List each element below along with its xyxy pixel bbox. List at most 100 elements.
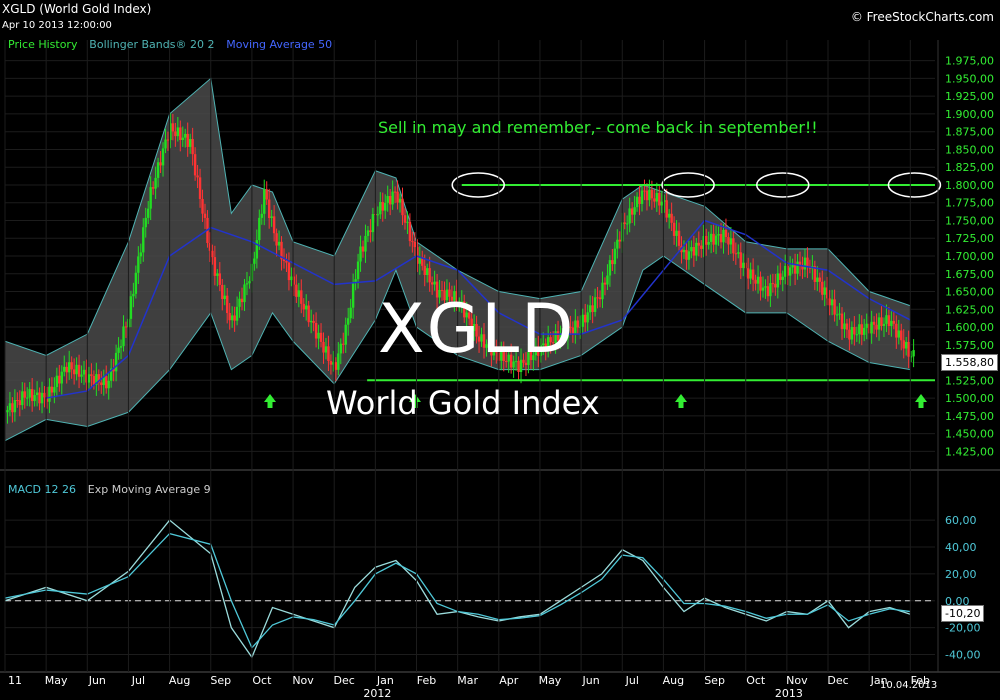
candle-body[interactable] [398, 198, 402, 203]
candle-body[interactable] [887, 315, 891, 327]
candle-body[interactable] [825, 287, 829, 299]
candle-body[interactable] [712, 233, 715, 245]
candle-body[interactable] [660, 201, 663, 206]
candle-body[interactable] [428, 268, 431, 283]
candle-body[interactable] [401, 198, 404, 216]
candle-body[interactable] [102, 376, 105, 386]
candle-body[interactable] [100, 382, 103, 386]
candle-body[interactable] [719, 234, 723, 243]
candle-body[interactable] [551, 342, 555, 344]
candle-body[interactable] [840, 313, 844, 330]
candle-body[interactable] [529, 351, 533, 361]
candle-body[interactable] [416, 247, 419, 264]
candle-body[interactable] [534, 346, 538, 356]
candle-body[interactable] [776, 273, 780, 288]
candle-body[interactable] [95, 374, 98, 385]
candle-body[interactable] [492, 347, 496, 356]
candle-body[interactable] [193, 154, 197, 176]
candle-body[interactable] [759, 276, 762, 291]
candle-body[interactable] [221, 284, 224, 300]
candle-body[interactable] [438, 290, 441, 298]
candle-body[interactable] [233, 315, 236, 321]
candle-body[interactable] [97, 374, 101, 383]
candle-body[interactable] [105, 376, 108, 389]
candle-body[interactable] [500, 350, 503, 361]
candle-body[interactable] [50, 386, 54, 393]
candle-body[interactable] [591, 305, 594, 312]
candle-body[interactable] [756, 276, 760, 284]
candle-body[interactable] [302, 303, 305, 310]
candle-body[interactable] [665, 200, 668, 218]
candle-body[interactable] [682, 249, 686, 253]
candle-body[interactable] [337, 353, 340, 370]
candle-body[interactable] [228, 313, 231, 321]
candle-body[interactable] [739, 252, 742, 268]
candle-body[interactable] [606, 275, 609, 285]
candle-body[interactable] [677, 230, 681, 246]
candle-body[interactable] [537, 346, 540, 356]
candle-body[interactable] [453, 291, 456, 301]
candle-body[interactable] [413, 241, 417, 248]
candle-body[interactable] [85, 369, 88, 383]
candle-body[interactable] [18, 400, 22, 406]
candle-body[interactable] [349, 307, 352, 319]
candle-body[interactable] [801, 265, 804, 270]
candle-body[interactable] [282, 259, 286, 262]
candle-body[interactable] [166, 139, 170, 141]
candle-body[interactable] [65, 366, 68, 373]
candle-body[interactable] [161, 148, 165, 166]
candle-body[interactable] [90, 374, 93, 377]
candle-body[interactable] [151, 187, 155, 189]
candle-body[interactable] [769, 283, 772, 297]
candle-body[interactable] [559, 334, 562, 341]
candle-body[interactable] [635, 196, 639, 208]
candle-body[interactable] [900, 330, 903, 341]
candle-body[interactable] [828, 298, 831, 306]
candle-body[interactable] [487, 342, 491, 345]
candle-body[interactable] [45, 397, 49, 402]
candle-body[interactable] [455, 291, 459, 303]
candle-body[interactable] [379, 201, 382, 215]
candle-body[interactable] [275, 233, 278, 246]
candle-body[interactable] [727, 237, 730, 245]
candle-body[interactable] [169, 123, 172, 140]
candle-body[interactable] [880, 317, 883, 326]
candle-body[interactable] [788, 267, 792, 276]
candle-body[interactable] [297, 290, 301, 297]
candle-body[interactable] [655, 192, 659, 202]
candle-body[interactable] [60, 371, 63, 384]
candle-body[interactable] [423, 265, 426, 276]
candle-body[interactable] [645, 190, 649, 201]
candle-body[interactable] [687, 251, 691, 260]
candle-body[interactable] [779, 273, 782, 280]
candle-body[interactable] [618, 239, 621, 242]
candle-body[interactable] [549, 337, 552, 343]
candle-body[interactable] [561, 328, 565, 335]
candle-body[interactable] [295, 284, 298, 297]
candle-body[interactable] [574, 320, 577, 334]
candle-body[interactable] [142, 227, 145, 253]
candle-body[interactable] [707, 241, 710, 245]
candle-body[interactable] [230, 315, 234, 321]
candle-body[interactable] [897, 330, 900, 338]
candle-body[interactable] [882, 323, 886, 326]
candle-body[interactable] [327, 346, 330, 362]
candle-body[interactable] [650, 189, 654, 199]
candle-body[interactable] [764, 286, 767, 288]
candle-body[interactable] [324, 346, 328, 353]
candle-body[interactable] [35, 392, 39, 396]
candle-body[interactable] [270, 216, 273, 219]
candle-body[interactable] [685, 249, 688, 260]
candle-body[interactable] [277, 241, 281, 246]
candle-body[interactable] [411, 241, 414, 243]
candle-body[interactable] [821, 281, 824, 295]
candle-body[interactable] [421, 256, 424, 266]
candle-body[interactable] [309, 320, 313, 323]
candle-body[interactable] [70, 362, 73, 370]
candle-body[interactable] [630, 208, 634, 215]
candle-body[interactable] [458, 302, 461, 304]
candle-body[interactable] [653, 198, 656, 202]
candle-body[interactable] [174, 131, 177, 137]
legend-moving-average[interactable]: Moving Average 50 [226, 38, 333, 51]
candle-body[interactable] [895, 323, 898, 338]
